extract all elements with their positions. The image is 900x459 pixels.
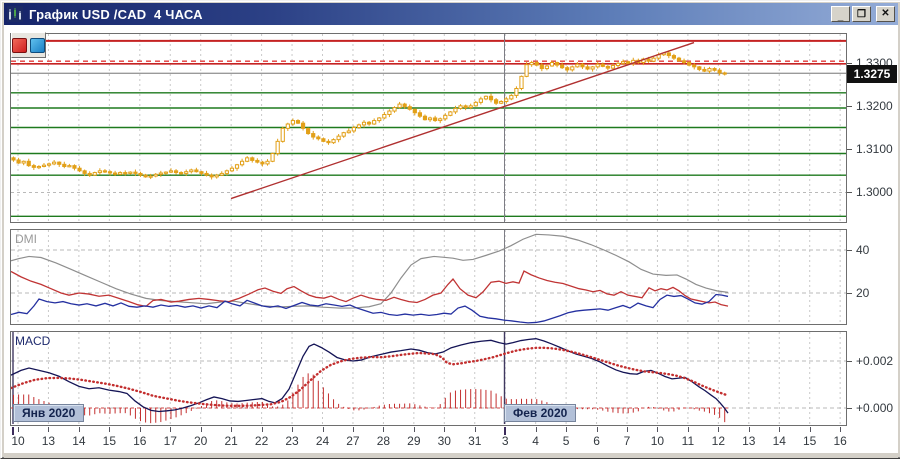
- time-axis-tick: [322, 427, 324, 432]
- macd-panel[interactable]: MACD: [10, 331, 847, 426]
- price-axis-tick: [847, 62, 852, 64]
- time-axis-label: 16: [133, 434, 147, 448]
- time-axis-tick: [261, 427, 263, 432]
- time-axis-label: 21: [224, 434, 238, 448]
- macd-axis-label: +0.002: [856, 354, 894, 368]
- time-axis-tick: [474, 427, 476, 432]
- time-axis-tick: [505, 427, 507, 432]
- time-axis-label: 10: [11, 434, 25, 448]
- time-axis-tick: [170, 427, 172, 432]
- time-axis-label: 23: [285, 434, 299, 448]
- time-axis-label: 12: [711, 434, 726, 448]
- dmi-canvas: [11, 230, 846, 324]
- dmi-axis-tick: [847, 293, 852, 294]
- dmi-panel[interactable]: DMI: [10, 229, 847, 325]
- dmi-axis-label: 20: [856, 286, 870, 300]
- time-axis-label: 30: [437, 434, 451, 448]
- time-axis[interactable]: 10 13 14 15 16 17 20 21 22 23 24 27 28 29 30 31 3 4 5 6 7 10 1…: [4, 426, 898, 453]
- time-axis-label: 22: [254, 434, 269, 448]
- chart-toolbar: [11, 32, 46, 58]
- macd-label: MACD: [15, 334, 51, 348]
- macd-axis-tick: [847, 361, 852, 362]
- month-separator-tick: [12, 427, 14, 435]
- chart-client-area: DMI MACD 1.3300 1.3200 1.3100 1.3000 40 20 +0…: [4, 25, 898, 458]
- time-axis-tick: [18, 427, 19, 432]
- month-separator-tick: [503, 427, 506, 435]
- price-chart-canvas: [11, 34, 846, 222]
- time-axis-tick: [200, 427, 202, 432]
- time-axis-label: 20: [194, 434, 208, 448]
- time-axis-label: 13: [742, 434, 756, 448]
- time-axis-tick: [687, 427, 689, 432]
- chart-app-icon: [7, 6, 23, 22]
- minimize-button[interactable]: _: [831, 6, 850, 22]
- macd-axis-label: +0.000: [856, 401, 894, 415]
- time-axis-label: 6: [593, 434, 600, 448]
- maximize-button[interactable]: ❐: [852, 6, 871, 22]
- time-axis-label: 27: [346, 434, 360, 448]
- time-axis-tick: [566, 427, 568, 432]
- price-axis-tick: [847, 192, 852, 194]
- time-axis-tick: [48, 427, 50, 432]
- time-axis-tick: [596, 427, 598, 432]
- time-axis-label: 14: [72, 434, 86, 448]
- dmi-axis-label: 40: [856, 243, 870, 257]
- price-axis-label: 1.3200: [856, 98, 893, 113]
- time-axis-label: 28: [376, 434, 391, 448]
- month-label-jan: Янв 2020: [13, 404, 85, 422]
- time-axis-label: 13: [41, 434, 56, 448]
- time-axis-label: 16: [833, 434, 847, 448]
- close-button[interactable]: ✕: [876, 6, 895, 22]
- current-price-box: 1.3275: [847, 65, 897, 83]
- time-axis-tick: [231, 427, 233, 432]
- macd-canvas: [11, 332, 846, 424]
- month-label-feb: Фев 2020: [504, 404, 577, 422]
- price-axis-label: 1.3100: [856, 142, 893, 157]
- time-axis-tick: [352, 427, 354, 432]
- bottom-frame: [4, 453, 898, 458]
- time-axis-label: 15: [803, 434, 817, 448]
- time-axis-tick: [627, 427, 628, 432]
- time-axis-label: 17: [163, 434, 177, 448]
- time-axis-label: 15: [102, 434, 117, 448]
- time-axis-label: 29: [407, 434, 421, 448]
- window-title: График USD /CAD 4 ЧАСА: [29, 6, 203, 22]
- time-axis-label: 14: [772, 434, 786, 448]
- time-axis-tick: [718, 427, 720, 432]
- time-axis-tick: [657, 427, 659, 432]
- time-axis-label: 31: [468, 434, 482, 448]
- time-axis-tick: [779, 427, 781, 432]
- time-axis-label: 4: [532, 434, 539, 448]
- dmi-label: DMI: [15, 232, 37, 246]
- titlebar[interactable]: График USD /CAD 4 ЧАСА _ ❐ ✕: [4, 3, 898, 25]
- time-axis-label: 3: [501, 434, 509, 448]
- time-axis-label: 7: [623, 434, 631, 448]
- price-axis-tick: [847, 105, 852, 107]
- time-axis-label: 24: [315, 434, 330, 448]
- price-axis-label: 1.3000: [856, 185, 893, 200]
- time-axis-tick: [809, 427, 811, 432]
- time-axis-tick: [78, 427, 80, 432]
- buy-blue-button[interactable]: [30, 37, 45, 53]
- time-axis-tick: [444, 427, 446, 432]
- macd-axis-tick: [847, 408, 852, 409]
- time-axis-tick: [748, 427, 750, 432]
- price-axis-tick: [847, 149, 852, 151]
- time-axis-tick: [535, 427, 537, 432]
- time-axis-tick: [109, 427, 111, 432]
- time-axis-tick: [139, 427, 141, 432]
- time-axis-tick: [840, 427, 842, 432]
- time-axis-tick: [413, 427, 415, 432]
- time-axis-label: 5: [562, 434, 570, 448]
- time-axis-tick: [383, 427, 385, 432]
- dmi-axis-tick: [847, 250, 852, 251]
- time-axis-label: 10: [650, 434, 665, 448]
- time-axis-tick: [292, 427, 294, 432]
- sell-red-button[interactable]: [12, 37, 27, 53]
- price-chart-panel[interactable]: [10, 33, 847, 223]
- time-axis-label: 11: [681, 434, 695, 448]
